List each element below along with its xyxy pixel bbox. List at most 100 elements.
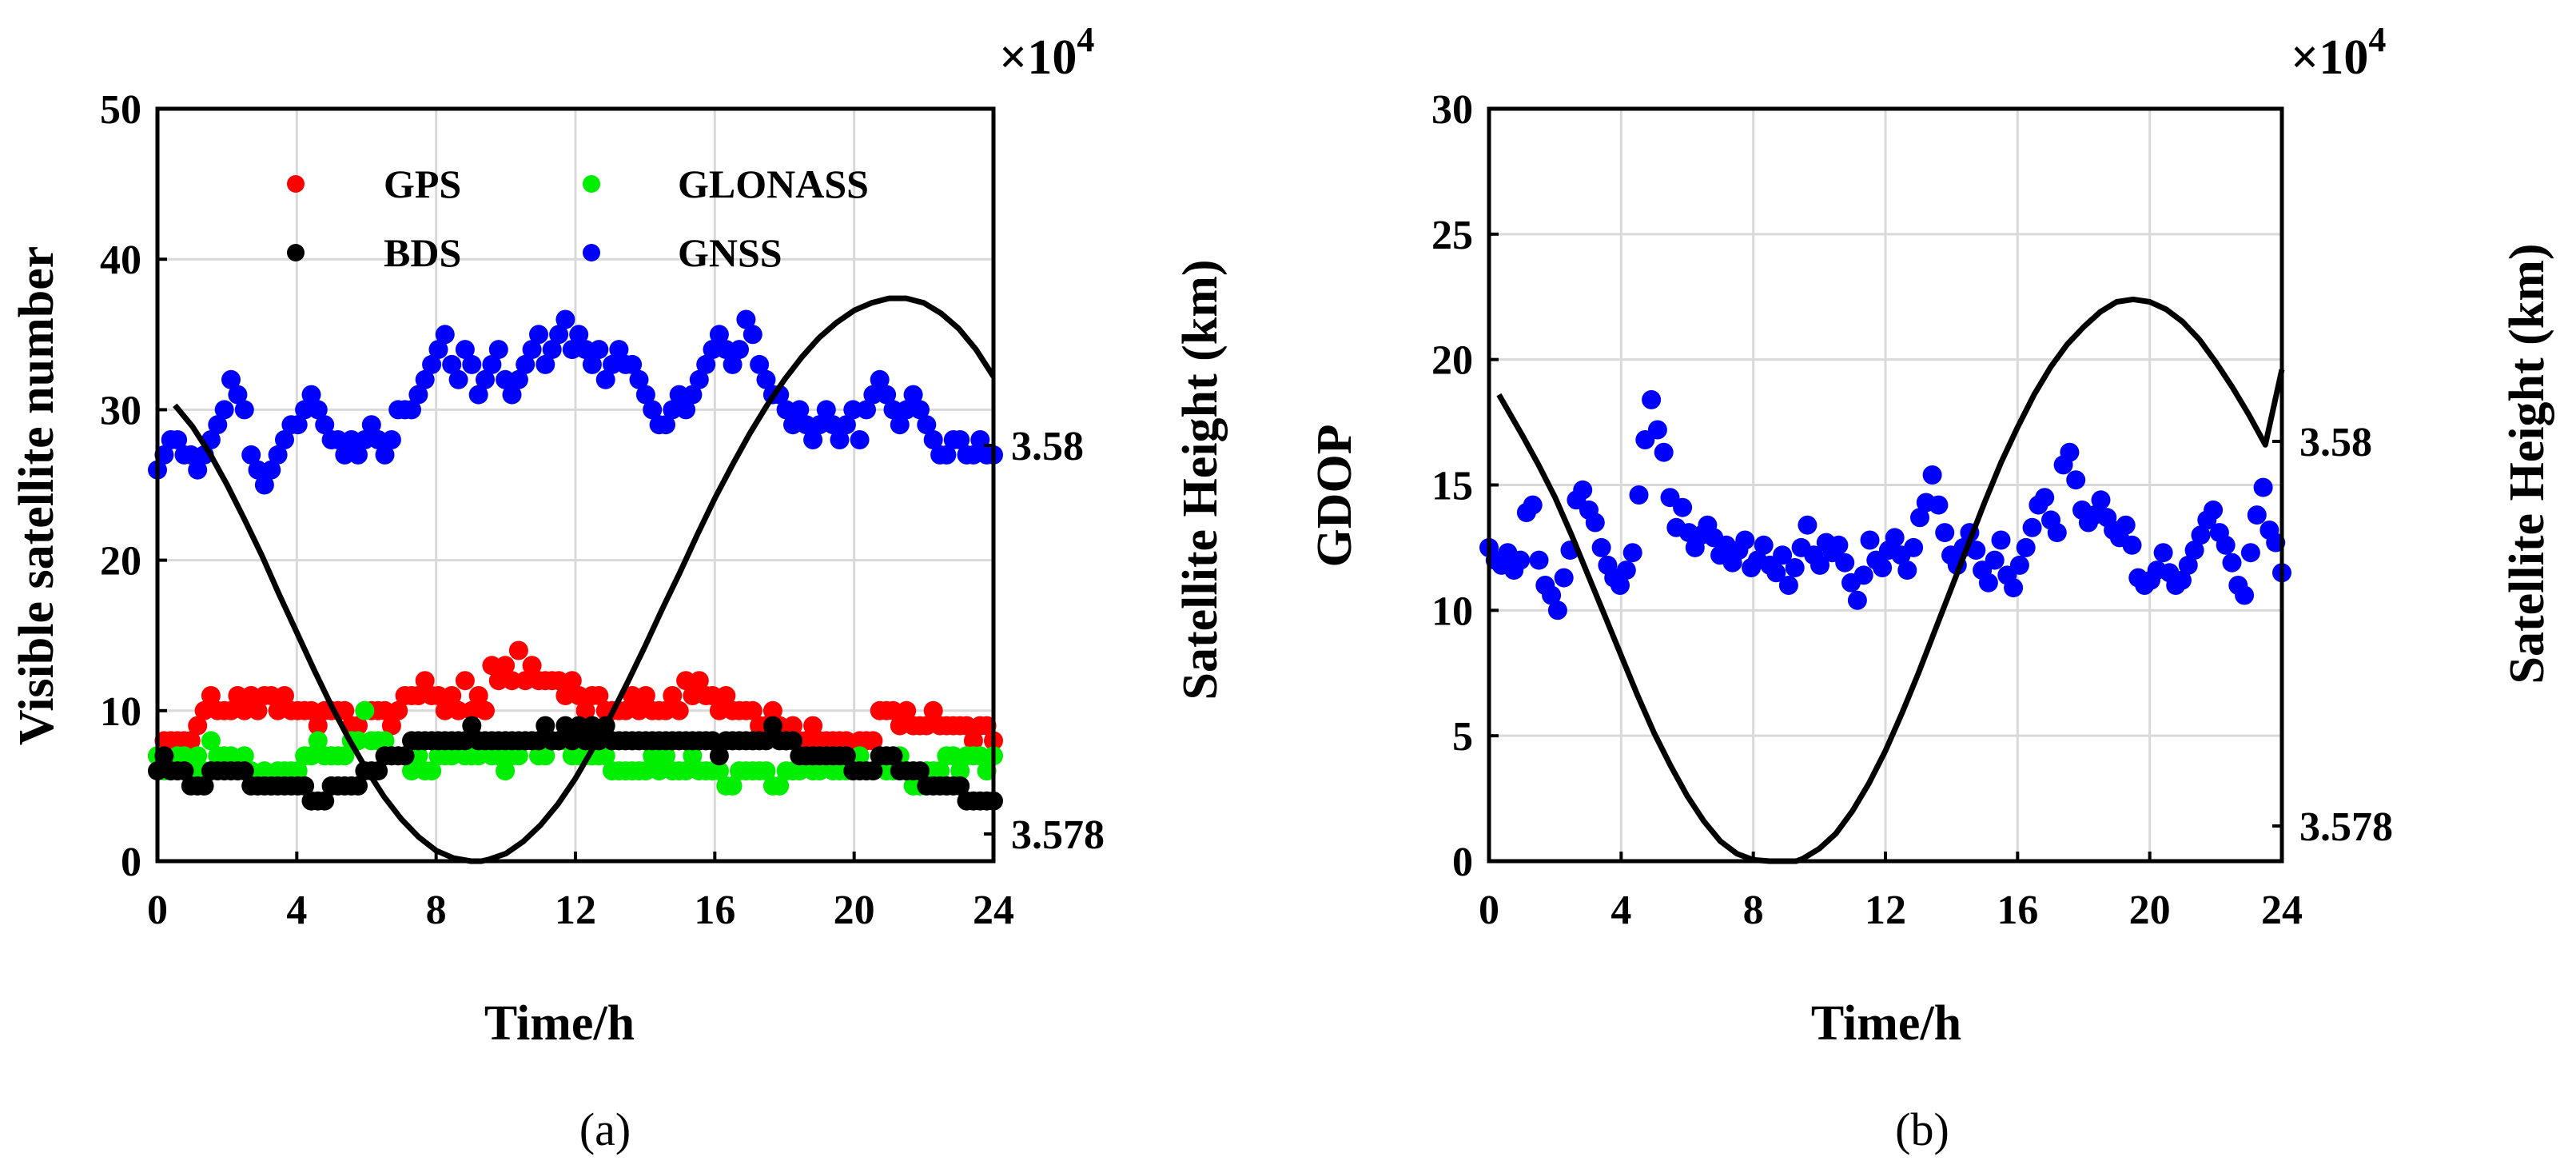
point-gps bbox=[188, 716, 208, 736]
point-gps bbox=[689, 671, 709, 691]
point-gnss bbox=[549, 325, 569, 345]
point-gdop bbox=[1966, 541, 1986, 561]
point-gps bbox=[381, 716, 401, 736]
point-gnss bbox=[428, 340, 448, 360]
point-glonass bbox=[683, 746, 703, 766]
point-gps bbox=[228, 686, 248, 705]
point-glonass bbox=[221, 746, 241, 766]
point-glonass bbox=[508, 746, 528, 766]
x-tick-label: 12 bbox=[555, 888, 596, 933]
point-bds bbox=[174, 761, 194, 781]
point-glonass bbox=[335, 746, 355, 766]
point-gps bbox=[408, 686, 428, 705]
y-tick-label: 0 bbox=[1452, 840, 1473, 885]
point-gdop bbox=[2035, 488, 2055, 508]
legend-label-gps: GPS bbox=[384, 162, 461, 206]
point-gnss bbox=[595, 369, 615, 389]
point-gnss bbox=[857, 400, 876, 420]
point-gnss bbox=[623, 354, 643, 374]
point-gdop bbox=[1542, 585, 1562, 605]
point-gdop bbox=[2091, 490, 2111, 510]
point-gdop bbox=[2122, 535, 2142, 555]
point-bds bbox=[883, 746, 903, 766]
point-gnss bbox=[950, 430, 970, 449]
point-gdop bbox=[2009, 555, 2029, 575]
legend-label-bds: BDS bbox=[384, 230, 461, 275]
point-gps bbox=[623, 686, 643, 705]
point-gnss bbox=[823, 415, 843, 435]
x-tick-label: 24 bbox=[2261, 888, 2303, 933]
point-gnss bbox=[476, 369, 495, 389]
height-curve-a bbox=[173, 295, 996, 864]
point-gps bbox=[462, 700, 482, 720]
point-bds bbox=[395, 746, 415, 766]
point-gdop bbox=[2253, 477, 2273, 497]
y2-multiplier-exp-a: 4 bbox=[1077, 20, 1094, 59]
point-gps bbox=[241, 686, 261, 705]
y-ticks-b: 0 5 10 15 20 25 30 bbox=[1431, 87, 1499, 885]
point-gnss bbox=[335, 445, 355, 465]
point-glonass bbox=[496, 761, 516, 781]
point-gnss bbox=[609, 340, 629, 360]
point-gnss bbox=[736, 309, 756, 329]
point-glonass bbox=[676, 761, 696, 781]
point-gnss bbox=[355, 430, 375, 449]
point-gps bbox=[482, 656, 502, 676]
x-tick-label: 20 bbox=[834, 888, 875, 933]
point-gdop bbox=[1547, 600, 1567, 620]
point-gnss bbox=[241, 445, 261, 465]
point-gps bbox=[676, 671, 696, 691]
point-gnss bbox=[589, 340, 609, 360]
point-gdop bbox=[1654, 442, 1674, 462]
point-gps bbox=[496, 656, 516, 676]
point-gdop bbox=[2004, 578, 2024, 598]
point-glonass bbox=[770, 776, 790, 796]
point-glonass bbox=[422, 761, 442, 781]
point-gps bbox=[569, 686, 589, 705]
point-glonass bbox=[790, 761, 810, 781]
point-gps bbox=[656, 700, 675, 720]
point-gnss bbox=[917, 415, 937, 435]
point-gps bbox=[917, 716, 937, 736]
point-gnss bbox=[843, 400, 863, 420]
point-gdop bbox=[2066, 470, 2086, 490]
point-gps bbox=[221, 700, 241, 720]
point-gps bbox=[562, 671, 582, 691]
x-tick-label: 8 bbox=[426, 888, 447, 933]
point-bds bbox=[910, 761, 930, 781]
point-gps bbox=[683, 686, 703, 705]
point-gnss bbox=[368, 430, 388, 449]
point-gps bbox=[549, 671, 569, 691]
point-gnss bbox=[643, 400, 663, 420]
point-gnss bbox=[234, 400, 254, 420]
point-bds bbox=[863, 761, 883, 781]
point-gdop bbox=[2247, 505, 2267, 525]
point-bds bbox=[569, 716, 589, 736]
point-gnss bbox=[488, 340, 508, 360]
point-gnss bbox=[863, 385, 883, 405]
point-glonass bbox=[288, 761, 308, 781]
point-gdop bbox=[2235, 585, 2255, 605]
y2-ticks-b: 3.578 3.58 bbox=[2272, 420, 2393, 850]
y2-ticks-a: 3.578 3.58 bbox=[984, 424, 1105, 858]
point-gnss bbox=[555, 309, 575, 329]
point-gps bbox=[415, 671, 435, 691]
point-gnss bbox=[181, 445, 201, 465]
point-glonass bbox=[174, 746, 194, 766]
point-gnss bbox=[402, 400, 421, 420]
point-gps bbox=[348, 716, 368, 736]
y-tick-label: 10 bbox=[1431, 588, 1473, 634]
x-ticks-a: 0 4 8 12 16 20 24 bbox=[147, 852, 1014, 933]
point-gnss bbox=[937, 445, 957, 465]
point-gdop bbox=[2222, 553, 2242, 573]
point-gps bbox=[388, 700, 408, 720]
legend-label-gnss: GNSS bbox=[678, 230, 782, 275]
point-gps bbox=[957, 716, 977, 736]
point-gnss bbox=[796, 415, 816, 435]
point-gdop bbox=[1529, 550, 1549, 570]
point-gnss bbox=[910, 400, 930, 420]
point-glonass bbox=[201, 731, 221, 751]
point-gdop bbox=[2178, 555, 2198, 575]
x-axis-label-b: Time/h bbox=[1811, 996, 1961, 1051]
point-gnss bbox=[689, 369, 709, 389]
